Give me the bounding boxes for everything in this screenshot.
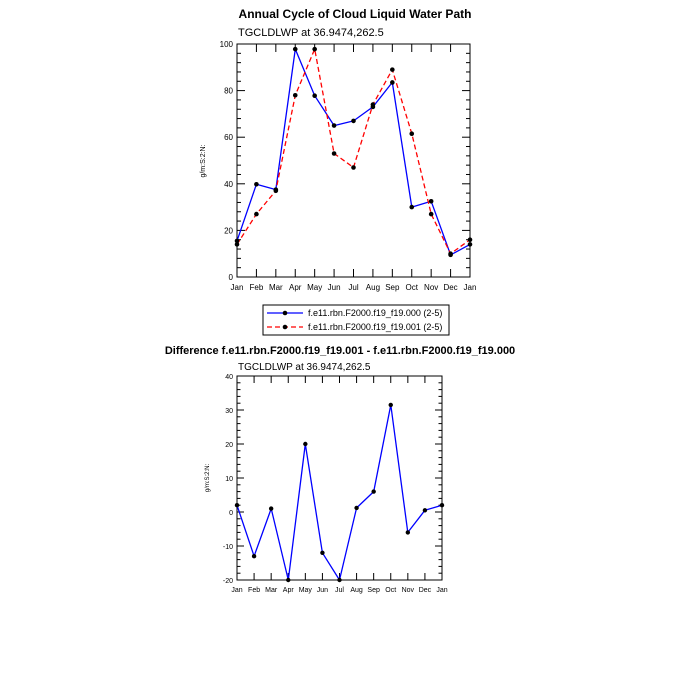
- data-point: [351, 165, 356, 170]
- series-line-2: [236, 48, 471, 255]
- y-tick-label: 80: [224, 87, 233, 96]
- x-tick-label: Jan: [231, 587, 242, 594]
- data-point: [234, 503, 240, 508]
- data-point: [448, 251, 453, 256]
- y-tick-label: 60: [224, 133, 233, 142]
- data-point: [409, 204, 415, 210]
- x-tick-label: Aug: [366, 283, 380, 292]
- legend-label-series-1: f.e11.rbn.F2000.f19_f19.000 (2-5): [308, 308, 442, 318]
- data-point: [292, 92, 298, 98]
- data-point: [286, 577, 291, 583]
- y-tick-label: 0: [229, 510, 233, 517]
- data-point: [409, 131, 415, 137]
- data-point: [422, 508, 428, 513]
- data-point: [390, 80, 395, 85]
- y-tick-label: 20: [225, 442, 233, 449]
- x-tick-label: Jan: [436, 587, 447, 594]
- data-point: [234, 238, 240, 244]
- data-point: [337, 577, 342, 583]
- x-tick-label: Dec: [443, 283, 457, 292]
- data-point: [428, 211, 434, 217]
- x-tick-label: Apr: [289, 283, 302, 292]
- data-point: [428, 198, 434, 204]
- data-point: [303, 441, 308, 447]
- chart-subtitle: TGCLDLWP at 36.9474,262.5: [238, 27, 384, 39]
- chart-marks: -20 -10 0 10 20 30 40 Jan Feb Mar Apr May Jun Jul Aug S…: [223, 374, 448, 594]
- chart-title: Annual Cycle of Cloud Liquid Water Path: [239, 7, 472, 21]
- x-tick-label: Jun: [328, 283, 341, 292]
- x-tick-label: Jun: [317, 587, 328, 594]
- x-tick-label: Jan: [231, 283, 244, 292]
- y-tick-label: 30: [225, 408, 233, 415]
- data-point: [354, 505, 359, 511]
- x-tick-label: Dec: [419, 587, 432, 594]
- data-point: [467, 237, 473, 243]
- y-tick-label: 40: [225, 374, 233, 381]
- data-point: [439, 503, 445, 508]
- data-point: [254, 211, 259, 217]
- data-point: [273, 188, 279, 194]
- legend-marker-series-1: [282, 310, 288, 316]
- series-line-1: [236, 48, 471, 256]
- legend-box: [262, 304, 450, 336]
- chart-title: Difference f.e11.rbn.F2000.f19_f19.001 -…: [165, 345, 515, 357]
- x-tick-label: May: [299, 587, 313, 594]
- data-point: [234, 242, 240, 247]
- x-tick-label: Nov: [424, 283, 438, 292]
- difference-chart: Difference f.e11.rbn.F2000.f19_f19.001 -…: [165, 345, 515, 594]
- data-point: [405, 530, 411, 535]
- x-tick-label: Oct: [385, 587, 396, 594]
- y-tick-label: 0: [229, 273, 234, 282]
- x-tick-label: Nov: [402, 587, 415, 594]
- data-point: [268, 506, 274, 511]
- x-tick-label: Feb: [248, 587, 260, 594]
- x-tick-label: Oct: [406, 283, 419, 292]
- x-tick-label: Mar: [269, 283, 283, 292]
- x-tick-label: Sep: [385, 283, 400, 292]
- data-point: [251, 554, 257, 559]
- data-point: [254, 181, 259, 187]
- legend: f.e11.rbn.F2000.f19_f19.000 (2-5) f.e11.…: [262, 304, 450, 336]
- x-tick-label: Apr: [283, 587, 295, 594]
- data-point: [312, 93, 317, 99]
- data-point: [370, 102, 376, 107]
- data-point: [351, 118, 356, 124]
- series-line-1: [236, 404, 443, 581]
- y-tick-label: -10: [223, 544, 233, 551]
- y-axis-label: g/m:S:2:N:: [205, 463, 211, 492]
- x-tick-label: Jan: [464, 283, 477, 292]
- y-tick-label: -20: [223, 578, 233, 585]
- data-point: [388, 402, 393, 408]
- y-tick-label: 20: [224, 226, 233, 235]
- legend-marker-series-2: [282, 324, 288, 330]
- y-tick-label: 10: [225, 476, 233, 483]
- y-tick-label: 100: [220, 40, 234, 49]
- x-tick-label: Sep: [367, 587, 380, 594]
- legend-label-series-2: f.e11.rbn.F2000.f19_f19.001 (2-5): [308, 322, 442, 332]
- data-point: [371, 489, 376, 494]
- x-tick-label: Jul: [348, 283, 358, 292]
- x-tick-label: Feb: [250, 283, 264, 292]
- data-point: [331, 123, 337, 128]
- data-point: [331, 151, 337, 156]
- y-tick-label: 40: [224, 180, 233, 189]
- annual-cycle-chart: Annual Cycle of Cloud Liquid Water Path …: [200, 7, 476, 292]
- x-tick-label: May: [307, 283, 322, 292]
- data-point: [390, 67, 395, 72]
- x-tick-label: Mar: [265, 587, 278, 594]
- chart-subtitle: TGCLDLWP at 36.9474,262.5: [238, 362, 371, 373]
- x-tick-label: Aug: [350, 587, 363, 594]
- y-axis-label: g/m:S:2:N:: [200, 144, 207, 177]
- data-point: [312, 46, 317, 52]
- plot-frame: [236, 375, 443, 581]
- x-tick-label: Jul: [335, 587, 344, 594]
- data-point: [467, 242, 473, 247]
- data-point: [292, 46, 298, 52]
- chart-marks: 0 20 40 60 80 100 Jan Feb Mar Apr May Jun Jul Aug Sep O…: [220, 40, 477, 292]
- data-point: [320, 550, 325, 555]
- plot-frame: [236, 43, 471, 278]
